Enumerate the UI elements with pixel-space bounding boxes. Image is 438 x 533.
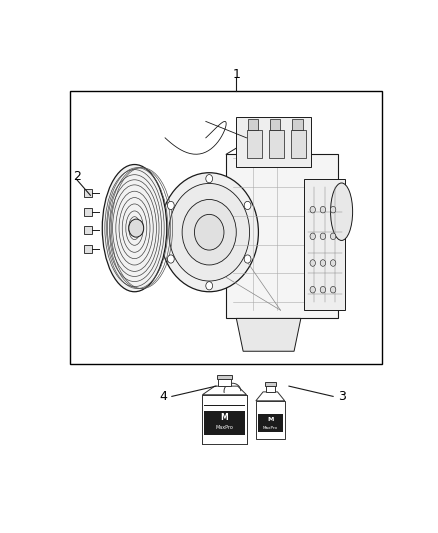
Ellipse shape (102, 165, 167, 292)
Bar (70, 91, 382, 364)
Circle shape (320, 233, 325, 240)
Circle shape (167, 255, 174, 263)
Bar (205, 405, 244, 435)
Bar (84, 245, 92, 253)
Circle shape (330, 260, 336, 266)
Circle shape (182, 199, 236, 265)
Bar (258, 410, 283, 432)
Bar (304, 179, 345, 310)
Text: M: M (267, 417, 273, 422)
Bar (268, 130, 284, 158)
Bar (247, 130, 262, 158)
Polygon shape (256, 392, 285, 401)
Polygon shape (202, 386, 247, 395)
Bar (266, 386, 275, 392)
Ellipse shape (331, 183, 353, 240)
Circle shape (320, 206, 325, 213)
Circle shape (310, 260, 315, 266)
Text: 4: 4 (159, 390, 167, 403)
Bar (248, 119, 258, 130)
Circle shape (206, 281, 212, 290)
Circle shape (167, 201, 174, 209)
Bar (270, 119, 280, 130)
Text: 2: 2 (73, 171, 81, 183)
Bar (256, 401, 285, 440)
Circle shape (129, 219, 144, 237)
Circle shape (310, 206, 315, 213)
Bar (321, 183, 342, 240)
Bar (217, 375, 232, 379)
Bar (291, 130, 306, 158)
Text: 3: 3 (338, 390, 346, 403)
Bar (84, 226, 92, 235)
Bar (218, 379, 231, 386)
Bar (293, 119, 303, 130)
Circle shape (330, 206, 336, 213)
Circle shape (330, 286, 336, 293)
Circle shape (310, 233, 315, 240)
Bar (202, 395, 247, 443)
Circle shape (160, 173, 258, 292)
Bar (205, 406, 244, 410)
Text: 1: 1 (233, 68, 240, 80)
Circle shape (244, 255, 251, 263)
Circle shape (206, 175, 212, 183)
Bar (84, 189, 92, 197)
Text: MaxPro: MaxPro (215, 425, 233, 430)
Circle shape (194, 214, 224, 250)
Bar (226, 154, 338, 318)
Circle shape (330, 233, 336, 240)
Polygon shape (237, 318, 301, 351)
Bar (237, 117, 311, 166)
Bar (84, 207, 92, 216)
Bar (258, 410, 283, 415)
Circle shape (169, 183, 250, 281)
Circle shape (244, 201, 251, 209)
Text: MaxPro: MaxPro (263, 425, 278, 430)
Bar (265, 382, 276, 386)
Circle shape (320, 286, 325, 293)
Circle shape (310, 286, 315, 293)
Circle shape (320, 260, 325, 266)
Text: M: M (221, 413, 228, 422)
